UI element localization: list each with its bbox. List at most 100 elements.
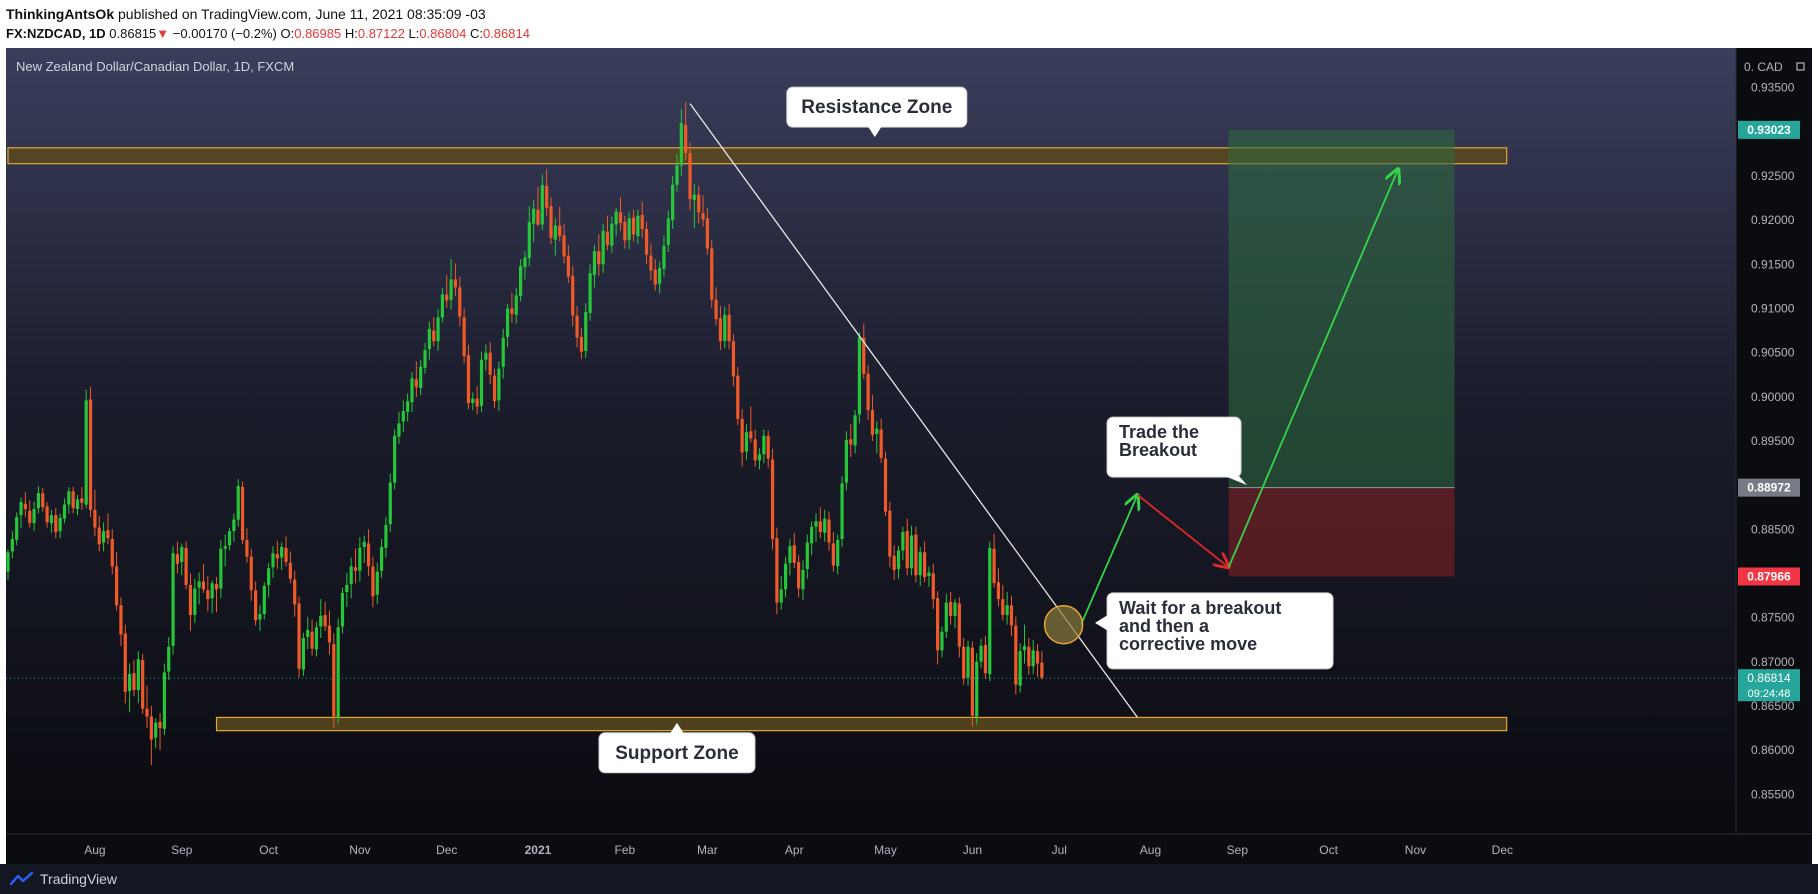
profit-target-box[interactable] xyxy=(1228,129,1455,488)
candle[interactable] xyxy=(49,509,54,533)
candle[interactable] xyxy=(458,276,462,327)
candle[interactable] xyxy=(714,287,718,326)
candle[interactable] xyxy=(892,545,896,580)
current-price-badge[interactable]: 0.86814 09:24:48 xyxy=(1738,669,1800,702)
candle[interactable] xyxy=(827,511,831,551)
candle[interactable] xyxy=(618,197,623,231)
candle[interactable] xyxy=(62,498,67,524)
candle[interactable] xyxy=(479,351,484,412)
candle[interactable] xyxy=(141,653,145,714)
candle[interactable] xyxy=(727,304,731,350)
candle[interactable] xyxy=(857,332,862,424)
candle[interactable] xyxy=(23,492,27,517)
candle[interactable] xyxy=(232,513,236,542)
candle[interactable] xyxy=(219,539,223,599)
candle[interactable] xyxy=(988,541,992,682)
candle[interactable] xyxy=(701,195,705,227)
candle[interactable] xyxy=(705,207,709,255)
candle[interactable] xyxy=(896,546,901,579)
publisher-author[interactable]: ThinkingAntsOk xyxy=(6,6,115,22)
candle[interactable] xyxy=(692,184,696,229)
candle[interactable] xyxy=(553,218,557,256)
candle[interactable] xyxy=(466,344,471,410)
candle[interactable] xyxy=(840,476,844,547)
candle[interactable] xyxy=(423,342,427,374)
candle[interactable] xyxy=(936,591,940,665)
candle[interactable] xyxy=(797,554,801,598)
candle[interactable] xyxy=(922,541,927,583)
candle[interactable] xyxy=(653,259,657,291)
candle[interactable] xyxy=(184,541,188,590)
candle[interactable] xyxy=(545,168,549,216)
candle[interactable] xyxy=(293,570,297,617)
breakout-circle-marker[interactable] xyxy=(1043,604,1084,645)
candle[interactable] xyxy=(966,640,970,686)
candle[interactable] xyxy=(671,176,675,230)
candle[interactable] xyxy=(371,556,375,608)
candle[interactable] xyxy=(1005,592,1009,625)
candle[interactable] xyxy=(601,223,605,274)
candle[interactable] xyxy=(510,292,514,323)
candle[interactable] xyxy=(349,557,353,599)
candle[interactable] xyxy=(779,576,783,610)
candle[interactable] xyxy=(562,223,566,264)
candle[interactable] xyxy=(514,288,518,324)
candle[interactable] xyxy=(410,372,414,412)
candle[interactable] xyxy=(627,212,631,250)
candle[interactable] xyxy=(823,509,827,542)
candle[interactable] xyxy=(80,486,84,510)
candle[interactable] xyxy=(597,234,601,276)
candle[interactable] xyxy=(288,551,292,584)
candle[interactable] xyxy=(875,421,879,454)
candle[interactable] xyxy=(497,361,501,411)
candle[interactable] xyxy=(605,215,610,251)
candle[interactable] xyxy=(262,582,266,620)
candle[interactable] xyxy=(927,566,931,587)
candle[interactable] xyxy=(688,142,692,211)
candle[interactable] xyxy=(566,244,570,283)
candle[interactable] xyxy=(1014,616,1018,695)
candle[interactable] xyxy=(362,535,366,563)
candle[interactable] xyxy=(345,572,349,608)
candle[interactable] xyxy=(762,429,766,464)
tradingview-brand[interactable]: TradingView xyxy=(40,871,118,887)
candle[interactable] xyxy=(132,660,136,697)
candle[interactable] xyxy=(944,593,948,638)
candle[interactable] xyxy=(484,344,488,371)
candle[interactable] xyxy=(571,266,575,327)
candle[interactable] xyxy=(84,389,88,509)
candle[interactable] xyxy=(918,546,922,586)
candle[interactable] xyxy=(271,546,275,578)
candle[interactable] xyxy=(766,430,770,468)
candle[interactable] xyxy=(71,486,75,514)
candle[interactable] xyxy=(753,429,757,467)
candle[interactable] xyxy=(267,562,271,598)
candle[interactable] xyxy=(67,486,71,514)
candle[interactable] xyxy=(167,637,171,681)
candle[interactable] xyxy=(992,533,996,588)
candle[interactable] xyxy=(154,718,158,749)
candle[interactable] xyxy=(332,633,336,729)
price-badge-2[interactable]: 0.88972 xyxy=(1738,478,1800,497)
candle[interactable] xyxy=(106,513,110,545)
candle[interactable] xyxy=(623,215,627,249)
candle[interactable] xyxy=(180,543,184,576)
candle[interactable] xyxy=(975,652,979,725)
candle[interactable] xyxy=(831,531,835,572)
price-axis[interactable] xyxy=(1736,48,1812,834)
candle[interactable] xyxy=(397,411,401,444)
candle[interactable] xyxy=(462,308,466,364)
projection-arrow-2[interactable] xyxy=(1136,494,1228,567)
price-badge-1[interactable]: 0.93023 xyxy=(1738,120,1800,139)
candle[interactable] xyxy=(340,587,345,634)
candle[interactable] xyxy=(171,546,175,655)
candle[interactable] xyxy=(931,563,935,609)
candle[interactable] xyxy=(201,563,206,593)
candle[interactable] xyxy=(445,274,449,308)
candle[interactable] xyxy=(1035,644,1040,677)
candle[interactable] xyxy=(749,406,753,443)
candle[interactable] xyxy=(588,264,592,321)
candle[interactable] xyxy=(475,386,479,415)
candle[interactable] xyxy=(301,632,305,676)
candle[interactable] xyxy=(983,636,988,679)
